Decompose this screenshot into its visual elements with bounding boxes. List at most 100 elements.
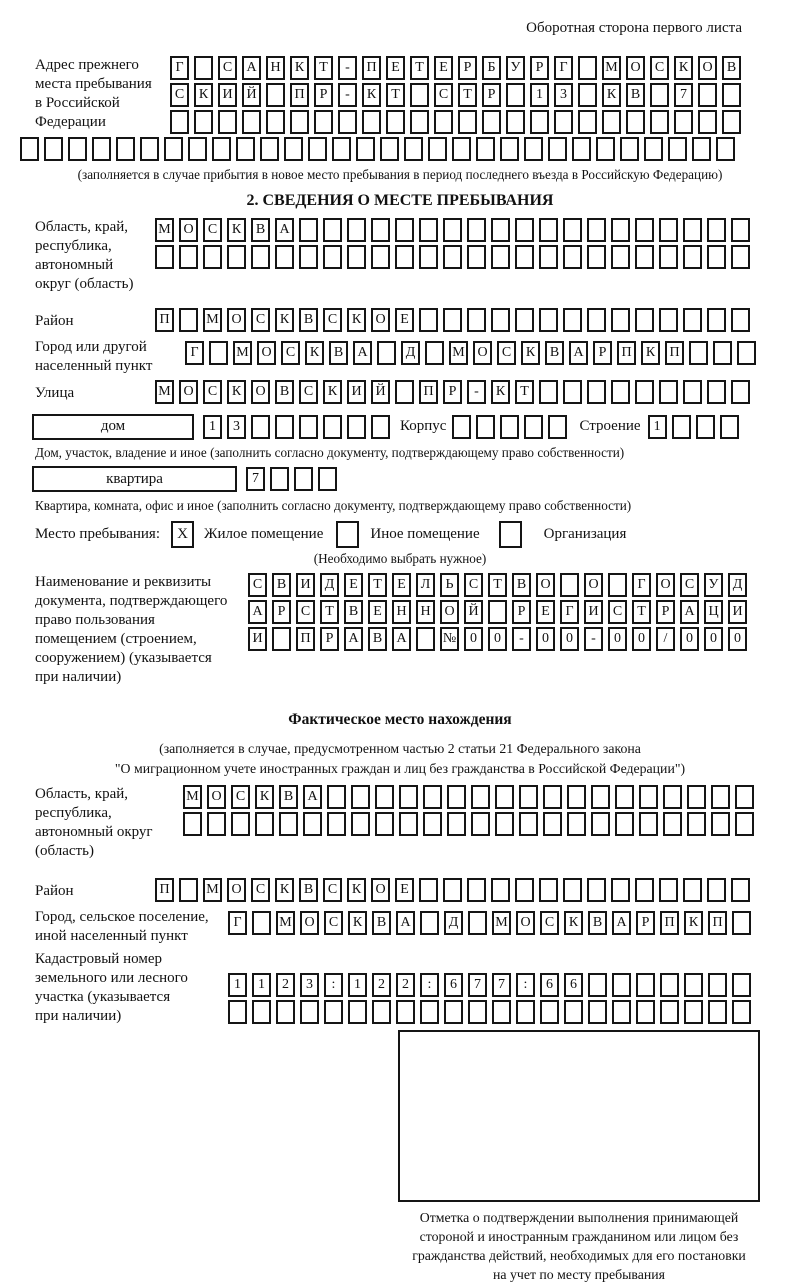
char-box[interactable] xyxy=(327,785,346,809)
char-box[interactable] xyxy=(564,1000,583,1024)
char-box[interactable]: О xyxy=(257,341,276,365)
apartment-type-box[interactable]: квартира xyxy=(32,466,237,492)
char-box[interactable]: С xyxy=(680,573,699,597)
char-box[interactable]: И xyxy=(218,83,237,107)
char-box[interactable]: - xyxy=(338,56,357,80)
char-box[interactable] xyxy=(242,110,261,134)
char-box[interactable] xyxy=(692,137,711,161)
char-box[interactable] xyxy=(338,110,357,134)
char-box[interactable] xyxy=(731,878,750,902)
char-box[interactable] xyxy=(420,911,439,935)
char-box[interactable] xyxy=(588,973,607,997)
char-box[interactable]: Е xyxy=(368,600,387,624)
char-box[interactable]: 2 xyxy=(276,973,295,997)
char-box[interactable]: В xyxy=(512,573,531,597)
char-box[interactable] xyxy=(467,878,486,902)
char-box[interactable]: 0 xyxy=(632,627,651,651)
char-box[interactable]: 6 xyxy=(564,973,583,997)
char-box[interactable] xyxy=(578,110,597,134)
char-box[interactable]: Т xyxy=(458,83,477,107)
char-box[interactable]: И xyxy=(584,600,603,624)
char-box[interactable]: 0 xyxy=(464,627,483,651)
char-box[interactable]: Р xyxy=(272,600,291,624)
char-box[interactable] xyxy=(587,878,606,902)
char-box[interactable] xyxy=(711,785,730,809)
char-box[interactable]: С xyxy=(203,380,222,404)
char-box[interactable] xyxy=(719,414,739,439)
char-box[interactable]: Д xyxy=(728,573,747,597)
char-box[interactable] xyxy=(515,308,534,332)
char-box[interactable]: Т xyxy=(410,56,429,80)
char-box[interactable] xyxy=(611,878,630,902)
char-box[interactable]: А xyxy=(353,341,372,365)
char-box[interactable]: Г xyxy=(560,600,579,624)
char-box[interactable] xyxy=(620,137,639,161)
char-box[interactable]: 0 xyxy=(488,627,507,651)
char-box[interactable] xyxy=(419,308,438,332)
char-box[interactable] xyxy=(467,308,486,332)
char-box[interactable]: К xyxy=(323,380,342,404)
char-box[interactable] xyxy=(380,137,399,161)
char-box[interactable] xyxy=(548,137,567,161)
char-box[interactable] xyxy=(323,245,342,269)
char-box[interactable] xyxy=(626,110,645,134)
char-box[interactable]: Т xyxy=(368,573,387,597)
char-box[interactable] xyxy=(530,110,549,134)
char-box[interactable] xyxy=(707,878,726,902)
char-box[interactable] xyxy=(491,308,510,332)
char-box[interactable] xyxy=(732,1000,751,1024)
char-box[interactable]: П xyxy=(660,911,679,935)
char-box[interactable] xyxy=(602,110,621,134)
char-box[interactable]: 7 xyxy=(674,83,693,107)
char-box[interactable] xyxy=(452,414,472,439)
char-box[interactable] xyxy=(272,627,291,651)
char-box[interactable] xyxy=(419,218,438,242)
char-box[interactable]: 1 xyxy=(647,414,667,439)
char-box[interactable] xyxy=(255,812,274,836)
char-box[interactable] xyxy=(452,137,471,161)
char-box[interactable] xyxy=(635,380,654,404)
char-box[interactable]: - xyxy=(512,627,531,651)
char-box[interactable] xyxy=(572,137,591,161)
char-box[interactable] xyxy=(492,1000,511,1024)
char-box[interactable] xyxy=(560,573,579,597)
char-box[interactable] xyxy=(659,245,678,269)
char-box[interactable] xyxy=(260,137,279,161)
char-box[interactable]: Д xyxy=(320,573,339,597)
char-box[interactable] xyxy=(425,341,444,365)
char-box[interactable]: Е xyxy=(395,308,414,332)
char-box[interactable]: - xyxy=(584,627,603,651)
char-box[interactable] xyxy=(44,137,63,161)
char-box[interactable] xyxy=(164,137,183,161)
char-box[interactable] xyxy=(251,245,270,269)
char-box[interactable] xyxy=(209,341,228,365)
char-box[interactable] xyxy=(236,137,255,161)
char-box[interactable] xyxy=(663,812,682,836)
char-box[interactable]: 6 xyxy=(444,973,463,997)
char-box[interactable] xyxy=(707,245,726,269)
char-box[interactable] xyxy=(458,110,477,134)
char-box[interactable]: О xyxy=(251,380,270,404)
char-box[interactable]: Т xyxy=(314,56,333,80)
char-box[interactable]: Р xyxy=(320,627,339,651)
char-box[interactable]: С xyxy=(324,911,343,935)
char-box[interactable]: А xyxy=(396,911,415,935)
char-box[interactable] xyxy=(447,812,466,836)
char-box[interactable] xyxy=(500,414,520,439)
char-box[interactable] xyxy=(578,56,597,80)
char-box[interactable]: / xyxy=(656,627,675,651)
char-box[interactable] xyxy=(548,414,568,439)
char-box[interactable] xyxy=(659,308,678,332)
checkbox-other-premise[interactable] xyxy=(336,521,360,548)
char-box[interactable]: М xyxy=(449,341,468,365)
char-box[interactable] xyxy=(687,785,706,809)
char-box[interactable]: К xyxy=(305,341,324,365)
char-box[interactable]: 1 xyxy=(348,973,367,997)
char-box[interactable] xyxy=(563,380,582,404)
char-box[interactable] xyxy=(423,785,442,809)
char-box[interactable] xyxy=(194,110,213,134)
char-box[interactable] xyxy=(468,1000,487,1024)
char-box[interactable] xyxy=(227,245,246,269)
char-box[interactable] xyxy=(588,1000,607,1024)
char-box[interactable]: О xyxy=(698,56,717,80)
